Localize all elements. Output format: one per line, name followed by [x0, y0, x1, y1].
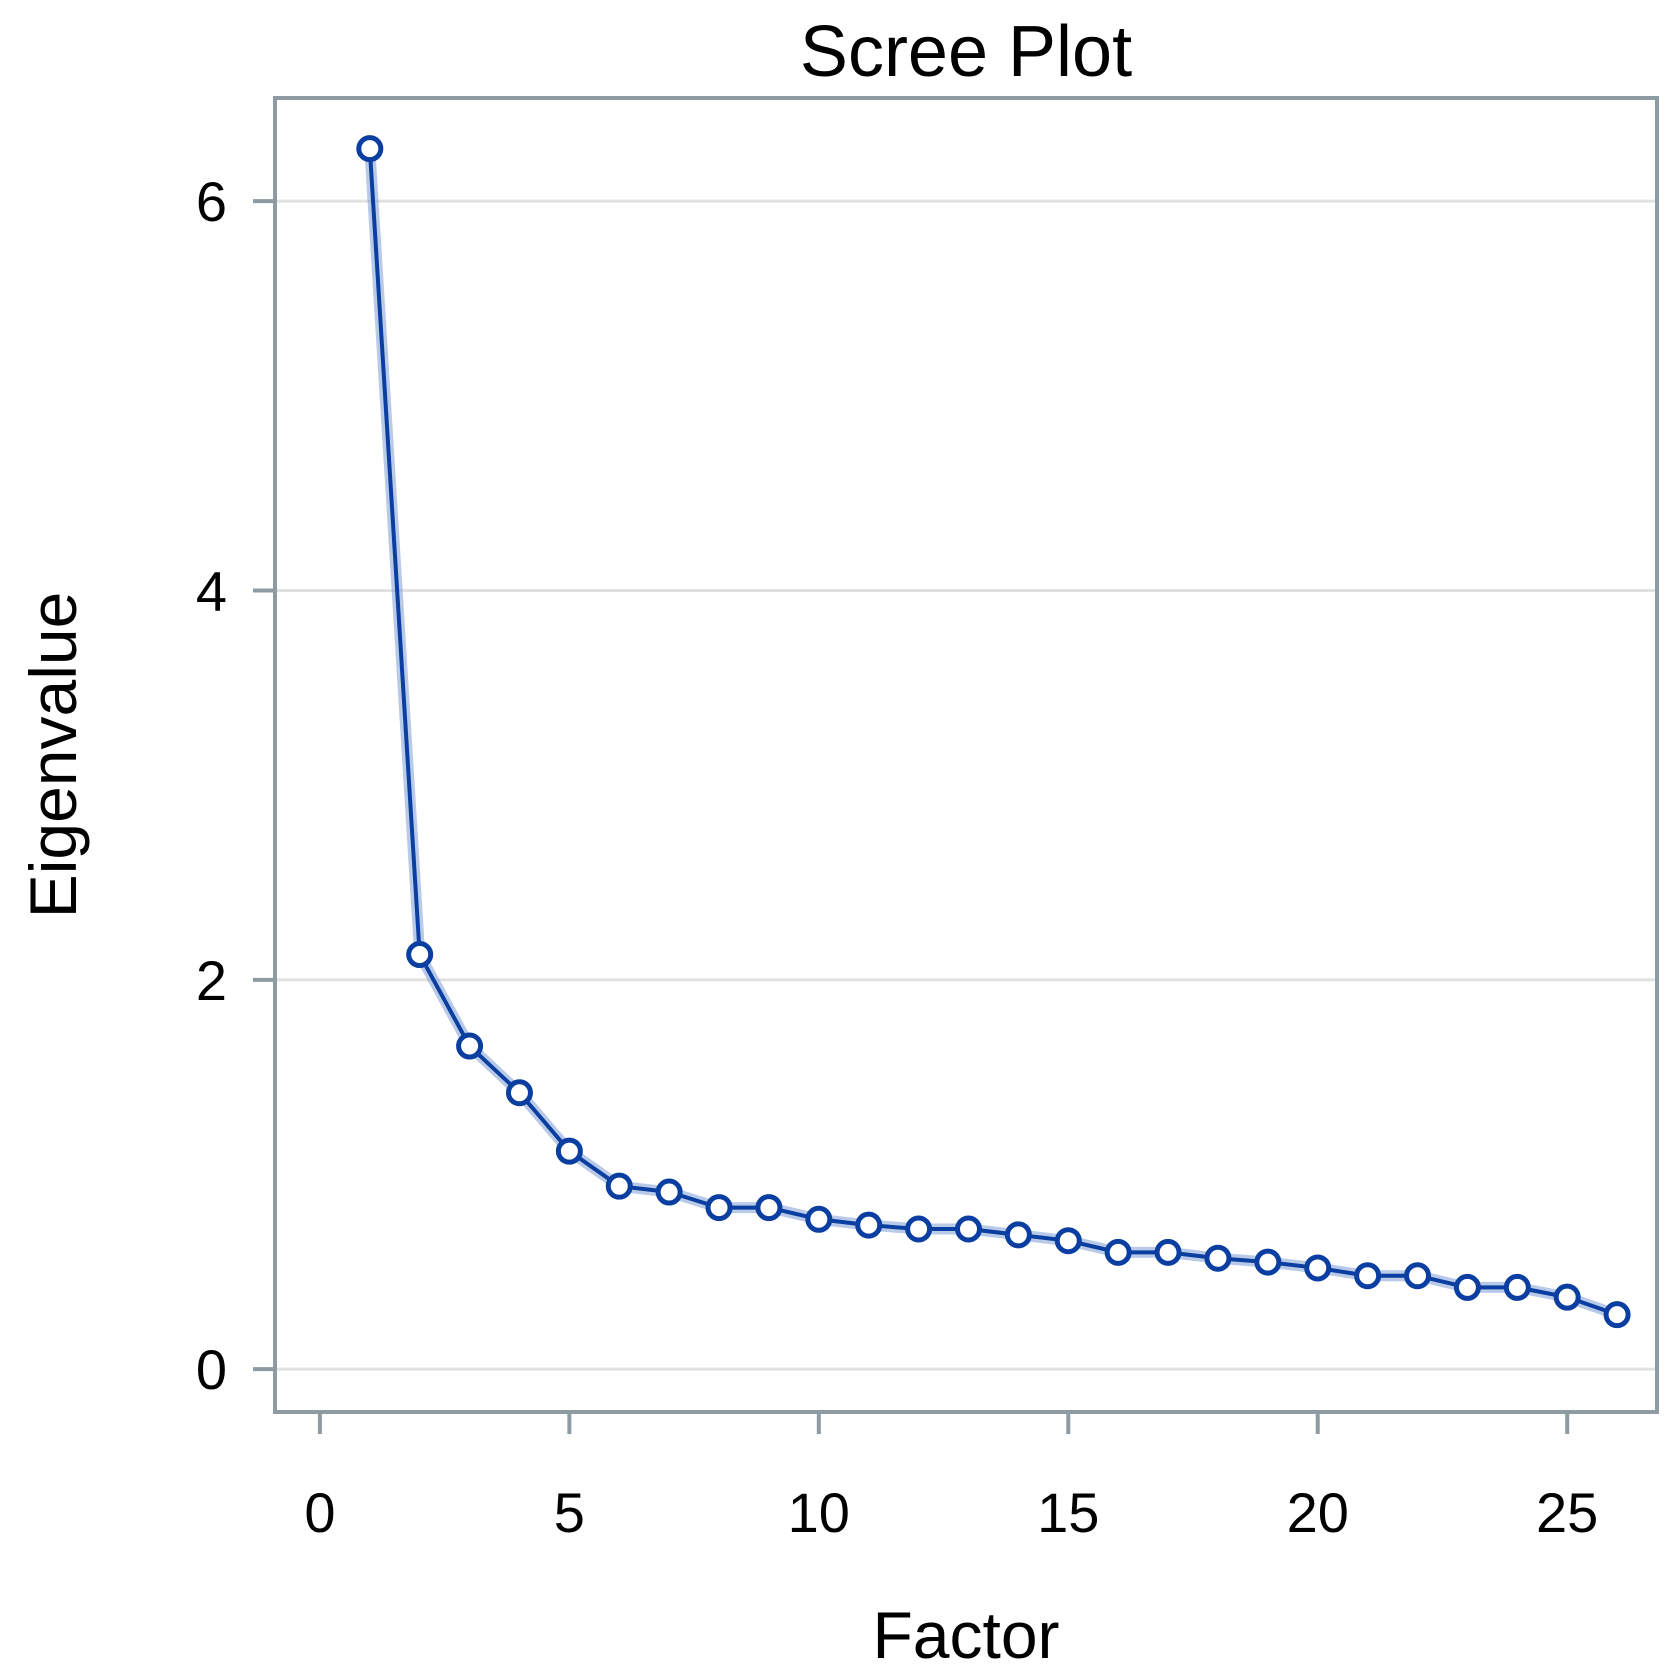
x-tick-label-0: 0 — [304, 1481, 335, 1544]
data-point-16 — [1104, 1238, 1132, 1266]
data-point-24 — [1503, 1273, 1531, 1301]
y-tick-label-1: 2 — [196, 949, 227, 1012]
data-point-10 — [805, 1205, 833, 1233]
data-point-25 — [1553, 1283, 1581, 1311]
data-point-11 — [855, 1211, 883, 1239]
y-tick-label-0: 0 — [196, 1338, 227, 1401]
y-axis-label: Eigenvalue — [16, 592, 90, 919]
data-point-13 — [954, 1215, 982, 1243]
x-axis-label: Factor — [872, 1598, 1059, 1672]
y-tick-label-2: 4 — [196, 560, 227, 623]
data-point-2 — [406, 941, 434, 969]
y-tick-label-3: 6 — [196, 170, 227, 233]
data-point-18 — [1204, 1244, 1232, 1272]
series-line-halo-0 — [364, 143, 1623, 1321]
data-point-6 — [605, 1172, 633, 1200]
x-tick-label-5: 25 — [1536, 1481, 1598, 1544]
data-point-5 — [555, 1137, 583, 1165]
x-tick-label-4: 20 — [1287, 1481, 1349, 1544]
chart-title: Scree Plot — [800, 12, 1132, 92]
axis-ticks: 0 2 4 6 0 5 10 15 20 25 — [196, 170, 1598, 1544]
data-point-22 — [1404, 1262, 1432, 1290]
x-tick-label-1: 5 — [554, 1481, 585, 1544]
data-point-9 — [755, 1194, 783, 1222]
data-point-17 — [1154, 1238, 1182, 1266]
data-point-19 — [1254, 1248, 1282, 1276]
plot-frame — [273, 96, 1659, 1414]
data-point-1 — [356, 135, 384, 163]
data-point-4 — [505, 1079, 533, 1107]
data-point-21 — [1354, 1262, 1382, 1290]
gridlines — [275, 199, 1657, 1371]
data-point-23 — [1453, 1273, 1481, 1301]
data-point-14 — [1004, 1221, 1032, 1249]
x-tick-label-2: 10 — [788, 1481, 850, 1544]
data-point-12 — [905, 1215, 933, 1243]
x-tick-label-3: 15 — [1037, 1481, 1099, 1544]
series — [356, 135, 1631, 1329]
data-point-15 — [1054, 1227, 1082, 1255]
data-point-8 — [705, 1194, 733, 1222]
data-point-20 — [1304, 1254, 1332, 1282]
data-point-3 — [456, 1032, 484, 1060]
data-point-26 — [1603, 1301, 1631, 1329]
data-point-7 — [655, 1178, 683, 1206]
